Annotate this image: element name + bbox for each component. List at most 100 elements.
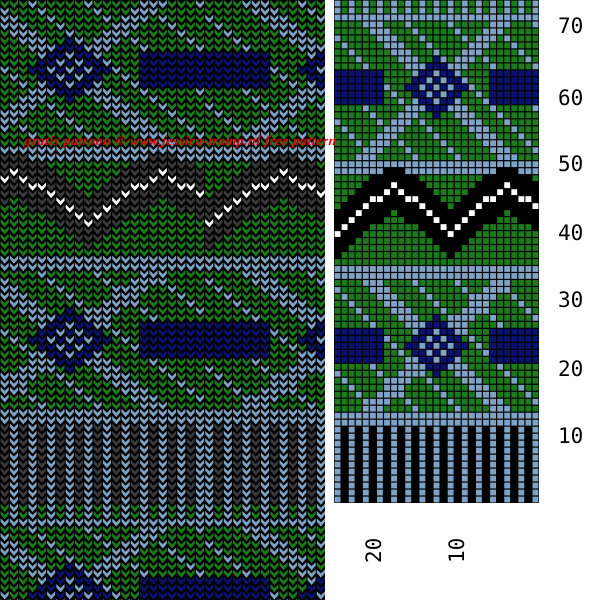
knit-stitch (270, 292, 279, 301)
knit-stitch (298, 131, 307, 140)
knit-stitch (37, 328, 46, 337)
knit-stitch (149, 328, 158, 337)
knit-stitch (75, 423, 84, 432)
knit-stitch (47, 591, 56, 600)
chart-cell (334, 426, 341, 433)
knit-stitch (186, 197, 195, 206)
knit-stitch (186, 584, 195, 593)
chart-cell (348, 398, 355, 405)
knit-stitch (279, 226, 288, 235)
knit-stitch (37, 94, 46, 104)
knit-stitch (0, 467, 9, 476)
knit-stitch (102, 452, 111, 461)
knit-stitch (261, 182, 270, 191)
chart-cell (369, 377, 376, 384)
knit-stitch (19, 7, 28, 16)
knit-stitch (223, 438, 232, 447)
chart-cell (454, 426, 461, 433)
knit-stitch (242, 525, 251, 534)
chart-cell (391, 475, 398, 482)
knit-stitch (233, 138, 242, 147)
knit-stitch (214, 584, 223, 593)
knit-stitch (56, 29, 65, 38)
knit-stitch (214, 335, 223, 345)
knit-stitch (261, 284, 270, 293)
chart-cell (405, 412, 412, 419)
chart-cell (440, 475, 447, 482)
knit-stitch (37, 416, 46, 425)
knit-stitch (75, 233, 84, 242)
knit-stitch (75, 584, 84, 593)
knit-stitch (28, 518, 37, 527)
knit-stitch (307, 36, 316, 45)
chart-cell (348, 384, 355, 391)
chart-cell (525, 398, 532, 405)
knit-stitch (102, 21, 111, 31)
knit-stitch (307, 328, 316, 337)
knit-stitch (140, 43, 149, 53)
knit-stitch (158, 328, 167, 337)
chart-cell (468, 384, 475, 391)
knit-stitch (19, 474, 28, 483)
knit-stitch (270, 416, 279, 425)
knit-stitch (195, 357, 204, 366)
knit-stitch (93, 496, 102, 505)
chart-cell (433, 342, 440, 349)
chart-cell (440, 377, 447, 384)
knit-stitch (195, 438, 204, 447)
knit-stitch (195, 496, 204, 505)
knit-stitch (205, 94, 214, 104)
chart-cell (412, 328, 419, 335)
knit-stitch (288, 474, 297, 483)
chart-cell (532, 356, 539, 363)
knit-stitch (242, 430, 251, 439)
knit-stitch (261, 262, 270, 272)
knit-stitch (9, 204, 18, 213)
chart-cell (377, 447, 383, 454)
knit-stitch (186, 372, 195, 381)
knit-stitch (19, 226, 28, 235)
knit-stitch (37, 379, 46, 388)
knit-stitch (298, 459, 307, 469)
chart-cell (461, 335, 468, 342)
knit-stitch (270, 204, 279, 213)
knit-stitch (47, 7, 56, 16)
knit-stitch (261, 21, 270, 31)
chart-cell (419, 412, 426, 419)
knit-stitch (177, 226, 186, 235)
chart-cell (391, 447, 398, 454)
knit-stitch (47, 365, 56, 374)
chart-cell (454, 440, 461, 447)
knit-stitch (84, 116, 93, 126)
chart-cell (412, 356, 419, 363)
knit-stitch (168, 94, 177, 104)
knit-stitch (37, 562, 46, 571)
chart-cell (341, 475, 348, 482)
knit-stitch (37, 518, 46, 527)
knit-stitch (112, 189, 121, 199)
chart-cell (483, 440, 489, 447)
knit-stitch (130, 14, 139, 23)
knit-stitch (93, 459, 102, 469)
knit-stitch (75, 591, 84, 600)
chart-cell (334, 440, 341, 447)
knit-stitch (261, 525, 270, 534)
knit-stitch (223, 365, 232, 374)
knit-stitch (270, 386, 279, 396)
knit-stitch (158, 284, 167, 293)
knit-stitch (288, 255, 297, 264)
chart-cell (525, 342, 532, 349)
chart-cell (475, 447, 482, 454)
knit-stitch (0, 29, 9, 38)
knit-stitch (279, 131, 288, 140)
chart-cell (341, 489, 348, 496)
knit-stitch (130, 233, 139, 242)
knit-stitch (251, 277, 260, 286)
knit-stitch (233, 175, 242, 184)
knit-stitch (130, 29, 139, 38)
knit-stitch (223, 328, 232, 337)
chart-cell (362, 489, 369, 496)
knit-stitch (84, 182, 93, 191)
knit-stitch (307, 29, 316, 38)
knit-stitch (9, 350, 18, 359)
